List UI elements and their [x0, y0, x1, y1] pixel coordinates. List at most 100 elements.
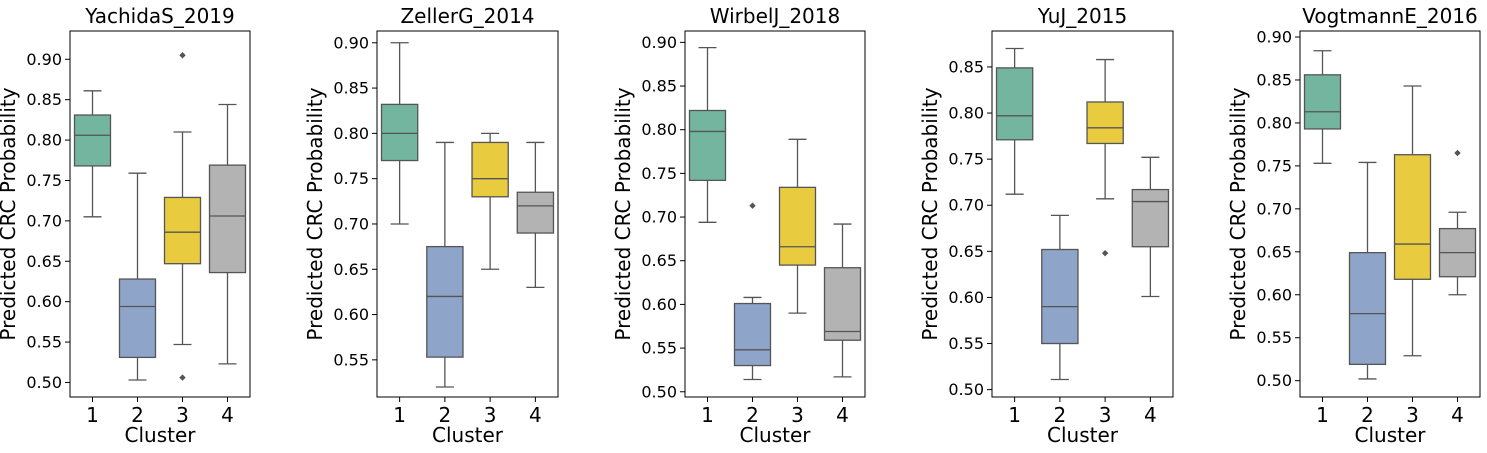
- y-tick-label: 0.55: [1256, 328, 1292, 347]
- y-tick-label: 0.70: [1256, 199, 1292, 218]
- x-axis-label: Cluster: [432, 423, 504, 447]
- y-tick-label: 0.80: [948, 104, 984, 123]
- box-iqr: [995, 67, 1034, 141]
- box-iqr: [208, 164, 247, 274]
- x-tick-label: 2: [746, 403, 759, 427]
- y-tick-label: 0.50: [26, 373, 62, 392]
- x-tick-label: 3: [176, 403, 189, 427]
- chart-title: ZellerG_2014: [400, 4, 534, 28]
- box-cluster-3: [1393, 85, 1432, 357]
- box-cluster-2: [1041, 214, 1079, 381]
- box-iqr: [73, 114, 112, 167]
- y-tick-label: 0.85: [948, 57, 984, 76]
- y-tick-label: 0.75: [948, 150, 984, 169]
- y-tick-label: 0.75: [641, 164, 677, 183]
- y-tick-label: 0.90: [26, 50, 62, 69]
- x-tick-label: 1: [701, 403, 714, 427]
- y-tick-label: 0.80: [641, 120, 677, 139]
- x-axis-label: Cluster: [1355, 423, 1427, 447]
- x-tick-label: 1: [1008, 403, 1021, 427]
- x-tick-label: 4: [836, 403, 849, 427]
- y-tick-label: 0.65: [948, 242, 984, 261]
- outlier-point: [749, 202, 756, 209]
- box-cluster-4: [208, 103, 247, 365]
- box-cluster-3: [471, 132, 509, 270]
- box-iqr: [118, 278, 157, 359]
- y-tick-label: 0.50: [948, 380, 984, 399]
- plot-frame: [1299, 30, 1481, 398]
- y-tick-label: 0.80: [1256, 113, 1292, 132]
- y-tick-label: 0.60: [948, 288, 984, 307]
- chart-title: WirbelJ_2018: [710, 4, 840, 28]
- y-tick-label: 0.75: [1256, 156, 1292, 175]
- box-cluster-1: [995, 47, 1034, 195]
- outlier-point: [179, 374, 186, 381]
- y-tick-label: 0.65: [641, 251, 677, 270]
- y-tick-label: 0.65: [1256, 242, 1292, 261]
- x-tick-label: 4: [221, 403, 234, 427]
- x-tick-label: 1: [393, 403, 406, 427]
- x-tick-label: 4: [1451, 403, 1464, 427]
- y-tick-label: 0.85: [26, 90, 62, 109]
- box-iqr: [1086, 101, 1124, 145]
- plot-frame: [991, 30, 1174, 398]
- box-cluster-2: [118, 172, 157, 381]
- box-cluster-3: [778, 138, 817, 314]
- box-iqr: [163, 196, 202, 265]
- outlier-point: [1454, 149, 1461, 157]
- box-cluster-3: [1086, 58, 1124, 257]
- plot-frame: [684, 30, 866, 398]
- x-tick-label: 4: [1144, 403, 1157, 427]
- y-tick-label: 0.90: [641, 33, 677, 52]
- box-iqr: [1348, 252, 1387, 366]
- x-tick-label: 2: [439, 403, 452, 427]
- y-tick-label: 0.55: [333, 350, 369, 369]
- x-axis-label: Cluster: [740, 423, 812, 447]
- y-tick-label: 0.60: [641, 295, 677, 314]
- box-cluster-1: [380, 42, 419, 225]
- x-tick-label: 2: [1361, 403, 1374, 427]
- box-cluster-2: [733, 202, 772, 381]
- y-tick-label: 0.60: [1256, 285, 1292, 304]
- chart-title: YuJ_2015: [1037, 4, 1127, 28]
- box-iqr: [516, 191, 555, 234]
- chart-panel-5: 0.50 0.55 0.60 0.65 0.70 0.75 0.80 0.85 0.90 1 2 3 4…: [1226, 4, 1481, 447]
- chart-panel-4: 0.50 0.55 0.60 0.65 0.70 0.75 0.80 0.85 1 2 3 4 YuJ_…: [918, 4, 1174, 447]
- box-cluster-2: [1348, 161, 1387, 380]
- y-tick-label: 0.55: [641, 339, 677, 358]
- y-tick-label: 0.80: [26, 131, 62, 150]
- y-tick-label: 0.90: [1256, 28, 1292, 47]
- x-tick-label: 2: [1054, 403, 1067, 427]
- outlier-point: [179, 52, 186, 59]
- y-tick-label: 0.90: [333, 33, 369, 52]
- plot-frame: [376, 30, 559, 398]
- chart-title: YachidaS_2019: [84, 4, 235, 28]
- x-axis-label: Cluster: [1047, 423, 1119, 447]
- box-cluster-1: [688, 46, 727, 223]
- y-tick-label: 0.70: [333, 214, 369, 233]
- box-iqr: [1303, 74, 1342, 130]
- box-cluster-4: [1438, 149, 1477, 296]
- box-iqr: [688, 109, 727, 182]
- x-tick-label: 3: [484, 403, 497, 427]
- x-tick-label: 2: [131, 403, 144, 427]
- y-tick-label: 0.85: [641, 77, 677, 96]
- box-cluster-3: [163, 52, 202, 381]
- y-tick-label: 0.80: [333, 124, 369, 143]
- box-iqr: [778, 186, 817, 266]
- box-iqr: [823, 267, 862, 341]
- box-cluster-4: [516, 141, 555, 289]
- x-tick-label: 3: [791, 403, 804, 427]
- plot-frame: [69, 30, 251, 398]
- y-tick-label: 0.70: [641, 208, 677, 227]
- box-iqr: [471, 141, 509, 198]
- y-tick-label: 0.55: [948, 334, 984, 353]
- box-iqr: [1131, 188, 1170, 248]
- x-tick-label: 1: [1316, 403, 1329, 427]
- chart-panel-3: 0.50 0.55 0.60 0.65 0.70 0.75 0.80 0.85 0.90 1 2 3 4…: [611, 4, 866, 447]
- box-iqr: [1393, 154, 1432, 280]
- y-tick-label: 0.75: [333, 169, 369, 188]
- y-tick-label: 0.85: [333, 79, 369, 98]
- y-tick-label: 0.50: [641, 382, 677, 401]
